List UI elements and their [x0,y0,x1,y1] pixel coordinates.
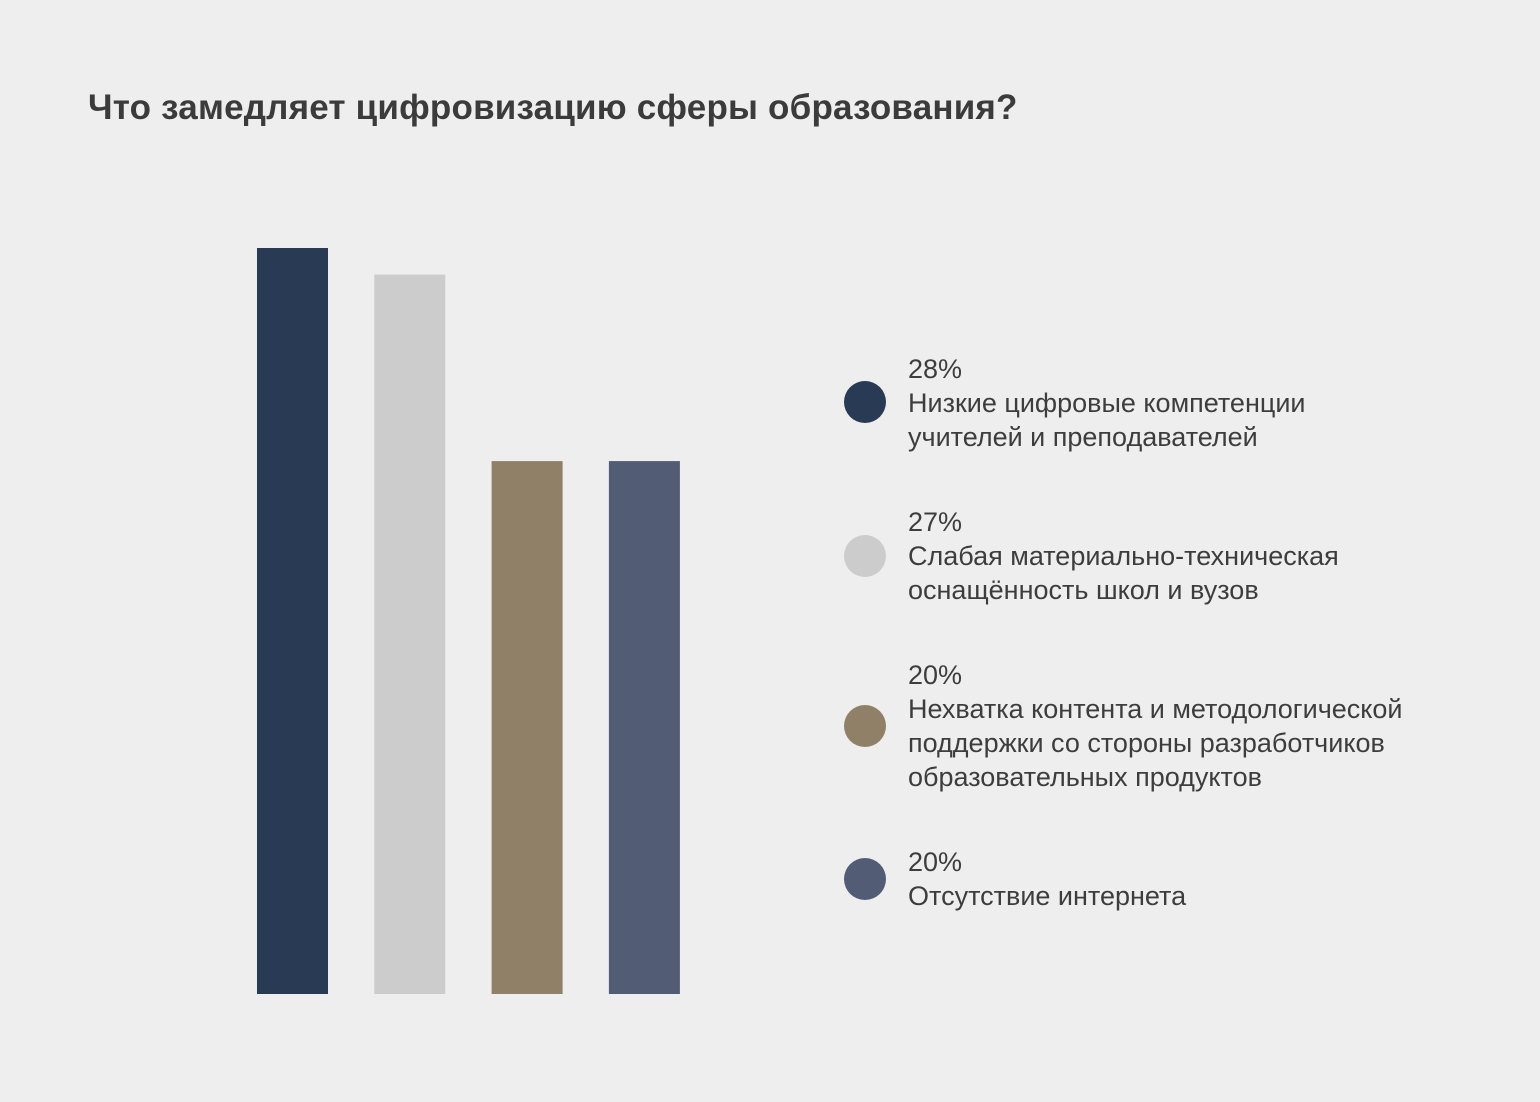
bar-1 [257,248,328,994]
legend-item-1: 28% Низкие цифровые компетенции учителей… [844,352,1484,462]
legend-item-2: 27% Слабая материально-техническая оснащ… [844,505,1484,615]
legend-item-3: 20% Нехватка контента и методологической… [844,658,1484,802]
legend-text-3: 20% Нехватка контента и методологической… [908,658,1403,794]
legend-text-2: 27% Слабая материально-техническая оснащ… [908,505,1339,607]
legend-text-4: 20% Отсутствие интернета [908,845,1186,913]
legend-text-1: 28% Низкие цифровые компетенции учителей… [908,352,1306,454]
legend-swatch-3 [844,705,886,747]
legend-label-3-line-3: образовательных продуктов [908,762,1262,792]
legend-value-3: 20% [908,660,963,690]
legend-label-1-line-1: Низкие цифровые компетенции [908,388,1306,418]
chart-title: Что замедляет цифровизацию сферы образов… [88,88,1018,127]
bar-3 [491,461,563,995]
legend-label-2-line-1: Слабая материально-техническая [908,541,1339,571]
bar-4 [608,461,680,995]
legend-item-4: 20% Отсутствие интернета [844,845,1484,921]
bar-chart [257,248,680,995]
bar-2 [374,274,446,995]
legend-label-2-line-2: оснащённость школ и вузов [908,575,1259,605]
legend-label-3-line-2: поддержки со стороны разработчиков [908,728,1385,758]
legend-swatch-1 [844,381,886,423]
legend-value-2: 27% [908,507,963,537]
legend-value-1: 28% [908,354,963,384]
legend-swatch-2 [844,535,886,577]
legend-label-1-line-2: учителей и преподавателей [908,422,1258,452]
legend-value-4: 20% [908,847,963,877]
legend-label-3-line-1: Нехватка контента и методологической [908,694,1403,724]
legend-label-4-line-1: Отсутствие интернета [908,881,1187,911]
legend-swatch-4 [844,858,886,900]
